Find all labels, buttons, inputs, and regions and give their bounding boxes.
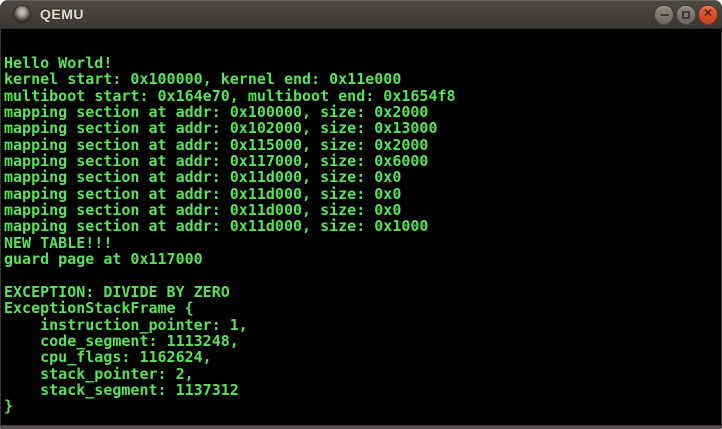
console-line: mapping section at addr: 0x100000, size:… (4, 103, 429, 122)
console-line: mapping section at addr: 0x11d000, size:… (4, 201, 402, 220)
maximize-icon (682, 10, 690, 19)
console-line: mapping section at addr: 0x11d000, size:… (4, 217, 429, 236)
console-line: } (4, 397, 14, 416)
console-line: mapping section at addr: 0x117000, size:… (4, 152, 429, 171)
console-line (4, 267, 721, 283)
console-line: mapping section at addr: 0x102000, size:… (4, 119, 438, 138)
console-display[interactable]: Hello World! kernel start: 0x100000, kern… (0, 29, 722, 425)
console-line: multiboot start: 0x164e70, multiboot end… (4, 86, 456, 105)
console-line: instruction_pointer: 1, (4, 315, 248, 334)
console-line: kernel start: 0x100000, kernel end: 0x11… (4, 70, 402, 89)
console-line: EXCEPTION: DIVIDE BY ZERO (4, 282, 230, 301)
console-line: stack_segment: 1137312 (4, 380, 239, 399)
console-line: code_segment: 1113248, (4, 331, 239, 350)
console-line: mapping section at addr: 0x115000, size:… (4, 135, 429, 154)
minimize-button[interactable] (654, 4, 674, 25)
window-bottom-border (0, 425, 722, 429)
console-line: ExceptionStackFrame { (4, 299, 194, 318)
qemu-app-icon (14, 6, 30, 22)
close-icon: ✕ (703, 7, 713, 20)
close-button[interactable]: ✕ (698, 4, 718, 25)
maximize-button[interactable] (676, 4, 696, 25)
console-line: Hello World! (4, 54, 113, 72)
console-output: Hello World! kernel start: 0x100000, kern… (4, 55, 721, 415)
console-line: cpu_flags: 1162624, (4, 348, 212, 367)
console-line: mapping section at addr: 0x11d000, size:… (4, 168, 402, 187)
titlebar[interactable]: QEMU ✕ (0, 0, 722, 29)
console-line: guard page at 0x117000 (4, 250, 203, 269)
window-controls: ✕ (654, 0, 718, 29)
console-line: stack_pointer: 2, (4, 364, 194, 383)
console-line: mapping section at addr: 0x11d000, size:… (4, 184, 402, 203)
console-line: NEW TABLE!!! (4, 233, 113, 252)
window-title: QEMU (40, 6, 84, 22)
minimize-icon (659, 13, 669, 16)
